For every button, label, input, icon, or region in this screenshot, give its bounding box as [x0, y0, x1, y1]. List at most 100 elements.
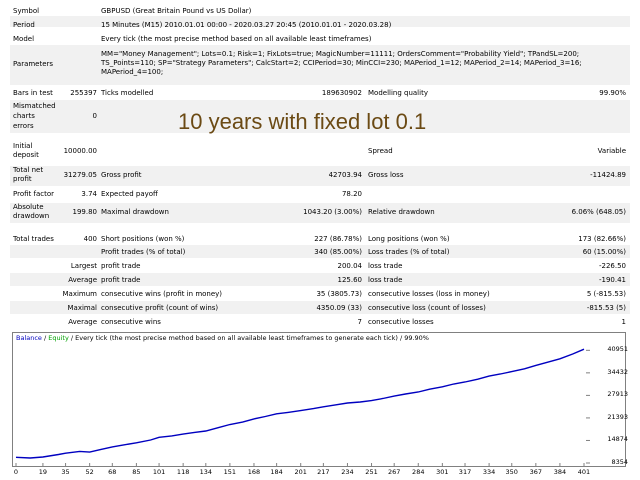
loss-trades-label: Loss trades (% of total)	[368, 248, 449, 257]
gross-profit-label: Gross profit	[101, 171, 142, 180]
x-tick-label: 134	[200, 468, 212, 476]
x-tick-label: 251	[365, 468, 377, 476]
maximal-drawdown-value: 1043.20 (3.00%)	[280, 208, 362, 217]
relative-drawdown-value: 6.06% (648.05)	[540, 208, 626, 217]
x-tick-label: 35	[61, 468, 69, 476]
model-value: Every tick (the most precise method base…	[101, 35, 371, 44]
x-tick-label: 85	[132, 468, 140, 476]
average-loss-label: loss trade	[368, 276, 402, 285]
short-positions-value: 227 (86.78%)	[280, 235, 362, 244]
maximal-consecutive-profit-value: 4350.09 (33)	[280, 304, 362, 313]
profit-trades-value: 340 (85.00%)	[280, 248, 362, 257]
x-tick-label: 0	[14, 468, 18, 476]
x-tick-label: 267	[388, 468, 400, 476]
symbol-label: Symbol	[13, 7, 39, 16]
gross-profit-value: 42703.94	[290, 171, 362, 180]
parameters-label: Parameters	[13, 60, 53, 69]
short-positions-label: Short positions (won %)	[101, 235, 184, 244]
net-profit-label: Total net	[13, 166, 43, 175]
model-label: Model	[13, 35, 34, 44]
max-consecutive-losses-label: consecutive losses (loss in money)	[368, 290, 490, 299]
average-loss-value: -190.41	[540, 276, 626, 285]
y-tick-label: 14874	[607, 435, 628, 443]
x-tick-label: 101	[153, 468, 165, 476]
mismatch-label: errors	[13, 122, 34, 131]
maximum-label: Maximum	[13, 290, 97, 299]
x-tick-label: 184	[270, 468, 282, 476]
balance-legend: Balance	[16, 334, 42, 342]
x-tick-label: 317	[459, 468, 471, 476]
y-tick-label: 27913	[607, 390, 628, 398]
max-consecutive-wins-label: consecutive wins (profit in money)	[101, 290, 222, 299]
largest-loss-label: loss trade	[368, 262, 402, 271]
average-consecutive-wins-value: 7	[280, 318, 362, 327]
parameters-line-3: MAPeriod_4=100;	[101, 68, 163, 77]
mismatch-label: Mismatched	[13, 102, 56, 111]
ticks-label: Ticks modelled	[101, 89, 153, 98]
gross-loss-value: -11424.89	[560, 171, 626, 180]
y-tick-label: 21393	[607, 413, 628, 421]
x-tick-label: 52	[86, 468, 94, 476]
largest-loss-value: -226.50	[540, 262, 626, 271]
period-value: 15 Minutes (M15) 2010.01.01 00:00 - 2020…	[101, 21, 391, 30]
balance-chart	[12, 332, 626, 467]
maximal-label: Maximal	[13, 304, 97, 313]
x-tick-label: 367	[530, 468, 542, 476]
ticks-value: 189630902	[290, 89, 362, 98]
symbol-value: GBPUSD (Great Britain Pound vs US Dollar…	[101, 7, 251, 16]
total-trades-value: 400	[40, 235, 97, 244]
y-tick-label: 34432	[607, 368, 628, 376]
net-profit-value: 31279.05	[40, 171, 97, 180]
maximal-consecutive-loss-value: -815.53 (5)	[540, 304, 626, 313]
quality-value: 99.90%	[560, 89, 626, 98]
x-tick-label: 201	[294, 468, 306, 476]
overlay-caption: 10 years with fixed lot 0.1	[178, 109, 426, 135]
net-profit-label: profit	[13, 175, 32, 184]
average-consecutive-losses-value: 1	[540, 318, 626, 327]
average-consecutive-losses-label: consecutive losses	[368, 318, 434, 327]
x-tick-label: 151	[224, 468, 236, 476]
chart-description: / Every tick (the most precise method ba…	[69, 334, 429, 342]
initial-deposit-label: deposit	[13, 151, 39, 160]
largest-profit-value: 200.04	[280, 262, 362, 271]
y-tick-label: 8354	[611, 458, 628, 466]
average-consecutive-label: Average	[13, 318, 97, 327]
average-profit-value: 125.60	[280, 276, 362, 285]
x-tick-label: 284	[412, 468, 424, 476]
equity-legend: Equity	[48, 334, 69, 342]
x-tick-label: 118	[177, 468, 189, 476]
long-positions-value: 173 (82.66%)	[540, 235, 626, 244]
x-tick-label: 350	[506, 468, 518, 476]
x-tick-label: 401	[578, 468, 590, 476]
profit-trades-label: Profit trades (% of total)	[101, 248, 185, 257]
mismatch-value: 0	[40, 112, 97, 121]
x-tick-label: 68	[108, 468, 116, 476]
maximal-consecutive-profit-label: consecutive profit (count of wins)	[101, 304, 218, 313]
period-label: Period	[13, 21, 35, 30]
initial-deposit-label: Initial	[13, 142, 32, 151]
bars-value: 255397	[40, 89, 97, 98]
quality-label: Modelling quality	[368, 89, 428, 98]
spread-value: Variable	[560, 147, 626, 156]
x-tick-label: 19	[39, 468, 47, 476]
largest-label: Largest	[13, 262, 97, 271]
max-consecutive-losses-value: 5 (-815.53)	[540, 290, 626, 299]
x-tick-label: 384	[554, 468, 566, 476]
long-positions-label: Long positions (won %)	[368, 235, 450, 244]
average-profit-label: profit trade	[101, 276, 141, 285]
x-tick-label: 217	[317, 468, 329, 476]
spread-label: Spread	[368, 147, 393, 156]
x-tick-label: 334	[483, 468, 495, 476]
largest-profit-label: profit trade	[101, 262, 141, 271]
relative-drawdown-label: Relative drawdown	[368, 208, 435, 217]
y-tick-label: 40951	[607, 345, 628, 353]
parameters-line-2: TS_Points=110; SP="Strategy Parameters";…	[101, 59, 582, 68]
mismatch-label: charts	[13, 112, 35, 121]
x-tick-label: 301	[436, 468, 448, 476]
expected-payoff-value: 78.20	[290, 190, 362, 199]
average-consecutive-wins-label: consecutive wins	[101, 318, 161, 327]
chart-title: Balance / Equity / Every tick (the most …	[16, 334, 429, 342]
x-tick-label: 234	[341, 468, 353, 476]
parameters-line-1: MM="Money Management"; Lots=0.1; Risk=1;…	[101, 50, 579, 59]
maximal-consecutive-loss-label: consecutive loss (count of losses)	[368, 304, 486, 313]
